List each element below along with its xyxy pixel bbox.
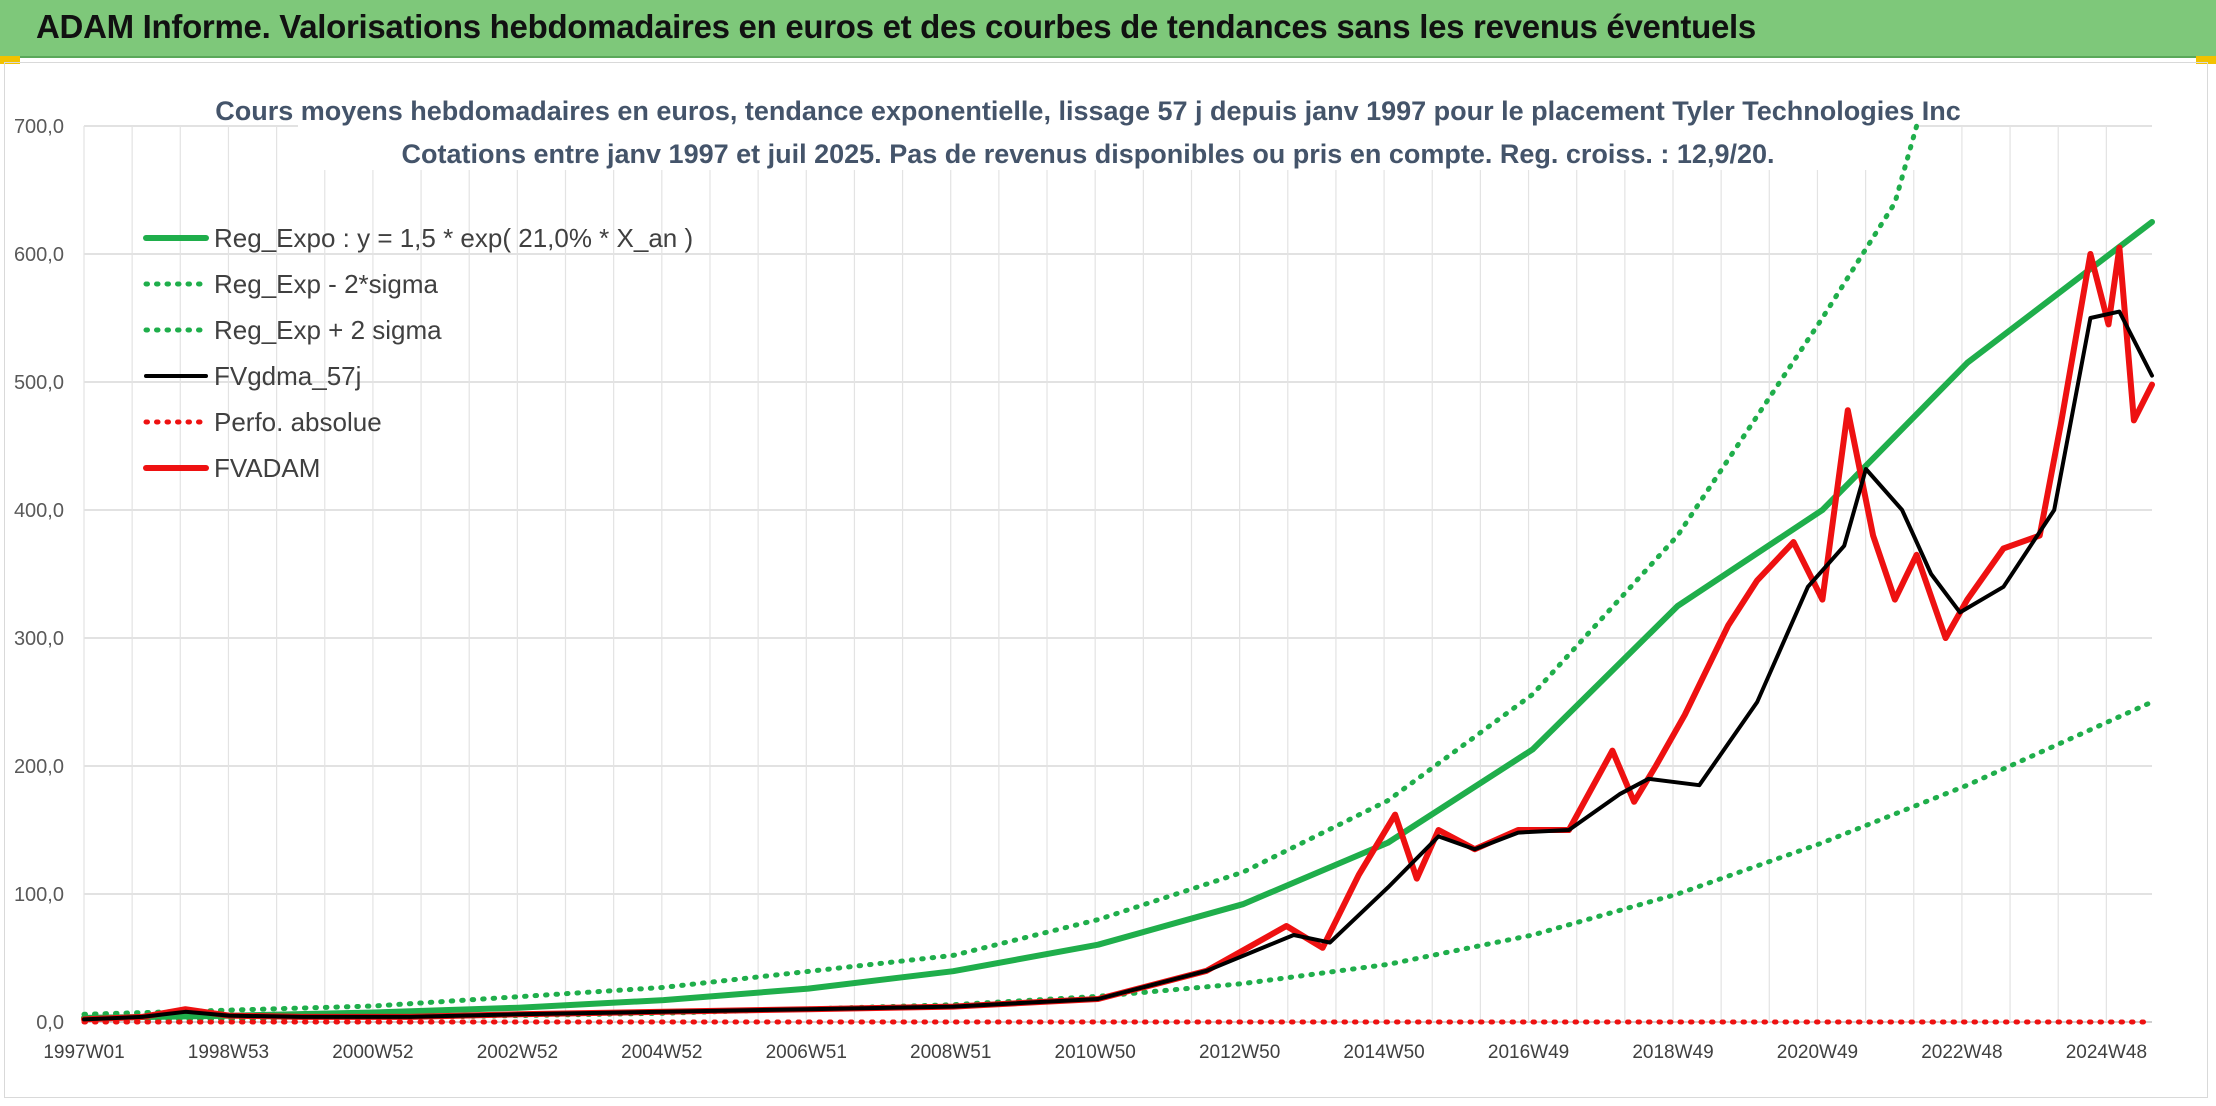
series-line-1 [81,699,2155,1023]
legend-label: Reg_Expo : y = 1,5 * exp( 21,0% * X_an ) [214,223,693,253]
series-line-3 [82,309,2154,1022]
corner-mark-right [2196,56,2216,64]
axis-ticks: 0,0 100,0 200,0 300,0 400,0 500,0 600,0 700,0 19… [14,116,2147,1063]
x-tick-label: 1998W53 [188,1042,269,1063]
x-tick-label: 2022W48 [1921,1042,2002,1063]
x-tick-label: 1997W01 [43,1042,124,1063]
y-tick-label: 100,0 [14,884,64,906]
chart-subtitle: Cotations entre janv 1997 et juil 2025. … [402,139,1775,169]
y-tick-label: 400,0 [14,500,64,522]
report-title: ADAM Informe. Valorisations hebdomadaire… [36,8,1756,45]
x-tick-label: 2010W50 [1055,1042,1136,1063]
legend-label: Perfo. absolue [214,407,382,437]
legend: Reg_Expo : y = 1,5 * exp( 21,0% * X_an )… [143,223,693,483]
x-tick-label: 2002W52 [477,1042,558,1063]
legend-label: Reg_Exp + 2 sigma [214,315,442,345]
y-tick-label: 200,0 [14,756,64,778]
y-tick-label: 600,0 [14,244,64,266]
y-tick-label: 0,0 [36,1012,64,1034]
series-line-0 [81,219,2155,1021]
series-line-5 [81,244,2155,1023]
x-tick-label: 2018W49 [1632,1042,1713,1063]
legend-label: FVgdma_57j [214,361,361,391]
y-tick-label: 300,0 [14,628,64,650]
chart-frame [4,62,2208,1098]
chart-title: Cours moyens hebdomadaires en euros, ten… [215,96,1961,126]
x-tick-label: 2004W52 [621,1042,702,1063]
x-tick-label: 2024W48 [2066,1042,2147,1063]
legend-label: FVADAM [214,453,320,483]
x-tick-label: 2016W49 [1488,1042,1569,1063]
x-tick-label: 2006W51 [766,1042,847,1063]
x-tick-label: 2000W52 [332,1042,413,1063]
series-lines [81,123,2155,1025]
legend-label: Reg_Exp - 2*sigma [214,269,439,299]
y-tick-label: 700,0 [14,116,64,138]
y-tick-label: 500,0 [14,372,64,394]
title-background [298,88,1916,170]
x-tick-label: 2012W50 [1199,1042,1280,1063]
x-tick-label: 2008W51 [910,1042,991,1063]
x-tick-label: 2014W50 [1343,1042,1424,1063]
corner-mark-left [0,56,20,64]
report-header-banner: ADAM Informe. Valorisations hebdomadaire… [0,0,2216,58]
series-line-2 [81,123,1920,1017]
grid-lines [83,125,2152,1023]
x-tick-label: 2020W49 [1777,1042,1858,1063]
